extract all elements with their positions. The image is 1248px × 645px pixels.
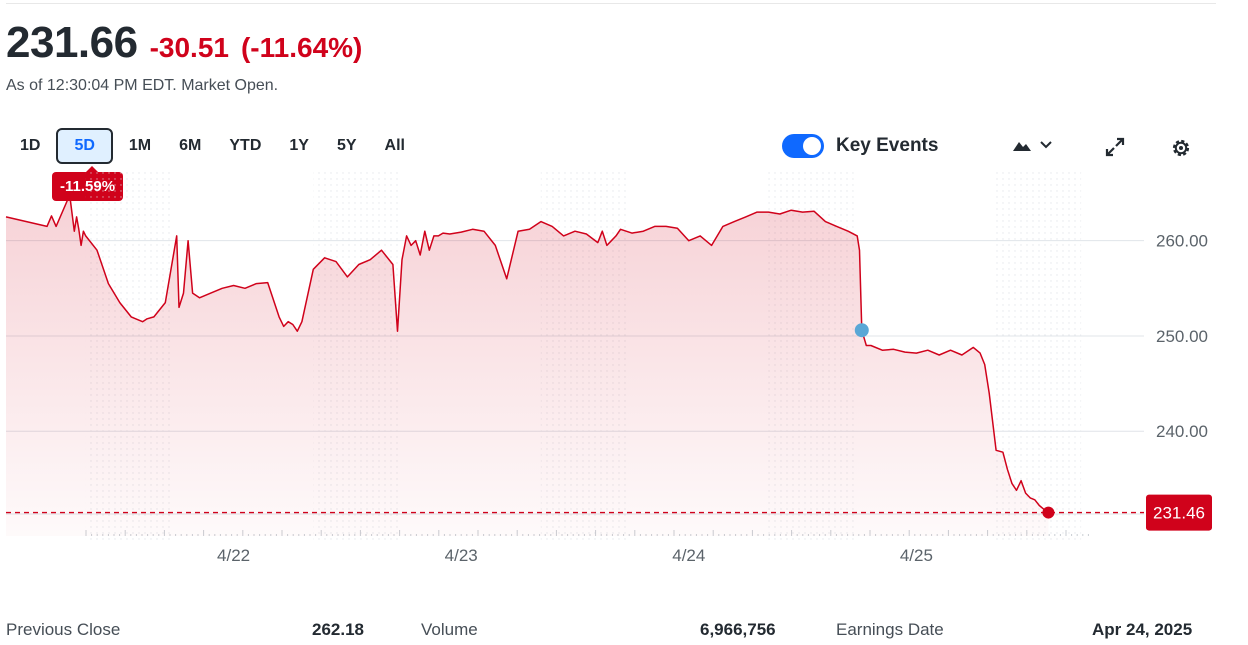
market-status-text: As of 12:30:04 PM EDT. Market Open. [6,77,279,94]
tab-5y[interactable]: 5Y [336,137,357,154]
top-divider [6,3,1216,4]
current-price: 231.66 [6,18,138,67]
price-change: -30.51 [149,32,229,63]
last-price-badge [1146,494,1212,531]
chevron-down-icon [1040,141,1052,149]
tab-5d[interactable]: 5D [56,128,113,164]
stat-value-previous-close: 262.18 [312,620,364,639]
tab-1m[interactable]: 1M [128,137,152,154]
tab-1y[interactable]: 1Y [289,137,309,154]
stat-value-earnings-date: Apr 24, 2025 [1092,620,1193,639]
key-events-label: Key Events [836,135,939,156]
key-event-marker [854,323,869,338]
quote-header: 231.66 -30.51 (-11.64%) [6,18,362,68]
mountain-chart-icon [1013,142,1031,151]
tab-6m[interactable]: 6M [179,137,202,154]
stat-value-volume: 6,966,756 [700,620,776,639]
stat-label-volume: Volume [421,620,478,639]
chart-type-dropdown[interactable] [1012,138,1052,152]
price-area [6,195,1049,536]
toggle-knob [803,137,821,155]
tab-ytd[interactable]: YTD [229,137,262,154]
tab-all[interactable]: All [384,137,405,154]
expand-icon[interactable] [1103,135,1127,159]
y-tick-label: 240.00 [1156,422,1208,441]
stat-label-earnings-date: Earnings Date [836,620,944,639]
x-tick-label: 4/22 [217,546,250,565]
price-change-percent: (-11.64%) [240,32,363,63]
y-tick-label: 260.00 [1156,232,1208,251]
toggle-switch[interactable] [782,134,824,158]
price-line [5,194,1049,514]
last-price-dot [1042,506,1055,519]
x-tick-label: 4/25 [900,546,933,565]
x-tick-label: 4/24 [672,546,705,565]
stat-label-previous-close: Previous Close [6,620,121,639]
x-tick-label: 4/23 [445,546,478,565]
gear-icon[interactable] [1169,136,1193,160]
price-chart[interactable]: 260.00 250.00 240.00 4/22 4/23 4/24 4/25 231.46 [0,166,1248,576]
key-events-toggle[interactable]: Key Events [782,134,938,158]
last-price-label: 231.46 [1153,504,1205,523]
range-tabs: 1D 5D 1M 6M YTD 1Y 5Y All [6,128,419,164]
y-tick-label: 250.00 [1156,327,1208,346]
tab-1d[interactable]: 1D [20,137,41,154]
